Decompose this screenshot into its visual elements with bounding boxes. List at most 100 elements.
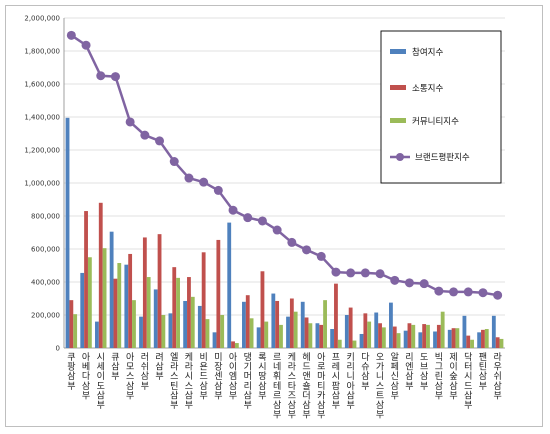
bar-소통지수 — [231, 341, 235, 348]
bar-소통지수 — [216, 239, 221, 348]
bar-커뮤니티지수 — [308, 323, 313, 348]
bar-커뮤니티지수 — [220, 315, 225, 348]
legend-label: 브랜드평판지수 — [415, 152, 470, 163]
point-브랜드평판지수 — [66, 30, 76, 40]
bar-참여지수 — [300, 301, 305, 348]
bar-소통지수 — [98, 202, 103, 348]
bar-소통지수 — [69, 300, 74, 348]
point-브랜드평판지수 — [346, 268, 356, 278]
point-브랜드평판지수 — [243, 213, 253, 223]
bar-참여지수 — [242, 301, 246, 348]
bar-커뮤니티지수 — [205, 319, 210, 348]
bar-소통지수 — [407, 323, 412, 348]
y-tick-label: 1,200,000 — [24, 147, 60, 155]
point-브랜드평판지수 — [81, 40, 91, 50]
bar-커뮤니티지수 — [455, 328, 460, 348]
bar-커뮤니티지수 — [146, 277, 151, 348]
bar-커뮤니티지수 — [87, 257, 92, 348]
bar-소통지수 — [187, 277, 191, 348]
bar-커뮤니티지수 — [337, 339, 342, 348]
bar-커뮤니티지수 — [73, 314, 78, 348]
point-브랜드평판지수 — [169, 157, 179, 167]
y-tick-label: 1,600,000 — [24, 81, 60, 89]
point-브랜드평판지수 — [360, 268, 370, 278]
point-브랜드평판지수 — [287, 237, 297, 247]
bar-참여지수 — [433, 331, 437, 348]
bar-커뮤니티지수 — [190, 296, 195, 348]
bar-커뮤니티지수 — [411, 324, 416, 348]
bar-참여지수 — [95, 321, 99, 348]
bar-커뮤니티지수 — [176, 277, 180, 348]
y-tick-label: 200,000 — [31, 312, 60, 320]
bar-참여지수 — [227, 222, 232, 348]
bar-소통지수 — [84, 211, 88, 348]
bar-참여지수 — [330, 329, 335, 348]
bar-커뮤니티지수 — [132, 300, 136, 348]
bar-커뮤니티지수 — [117, 263, 122, 348]
bar-참여지수 — [447, 329, 452, 348]
bar-참여지수 — [168, 313, 173, 348]
bar-참여지수 — [271, 293, 276, 348]
bar-소통지수 — [172, 267, 177, 348]
y-tick-label: 400,000 — [31, 279, 60, 287]
point-브랜드평판지수 — [478, 288, 488, 298]
bar-참여지수 — [109, 231, 114, 348]
point-브랜드평판지수 — [199, 177, 209, 187]
bar-소통지수 — [392, 326, 397, 348]
bar-소통지수 — [289, 298, 294, 348]
bar-커뮤니티지수 — [440, 311, 445, 348]
point-브랜드평판지수 — [449, 287, 459, 297]
bar-참여지수 — [344, 315, 349, 348]
bar-소통지수 — [157, 234, 162, 348]
bar-참여지수 — [477, 332, 482, 348]
y-tick-label: 1,800,000 — [24, 48, 60, 56]
bar-참여지수 — [80, 272, 85, 348]
bar-참여지수 — [183, 300, 188, 348]
bar-참여지수 — [139, 316, 143, 348]
bar-커뮤니티지수 — [426, 324, 430, 348]
point-브랜드평판지수 — [96, 71, 106, 81]
bar-참여지수 — [315, 323, 320, 348]
y-tick-label: 1,000,000 — [24, 180, 60, 188]
point-브랜드평판지수 — [404, 278, 414, 288]
y-tick-label: 2,000,000 — [24, 15, 60, 23]
bar-커뮤니티지수 — [264, 321, 269, 348]
point-브랜드평판지수 — [228, 205, 238, 215]
bar-소통지수 — [495, 337, 500, 348]
bar-참여지수 — [153, 289, 158, 348]
legend-label: 참여지수 — [412, 47, 443, 58]
bar-소통지수 — [451, 328, 456, 348]
bar-커뮤니티지수 — [484, 329, 489, 348]
bar-소통지수 — [363, 313, 368, 348]
bar-참여지수 — [389, 302, 393, 348]
bar-커뮤니티지수 — [470, 339, 474, 348]
bar-커뮤니티지수 — [381, 327, 386, 348]
legend-label: 소통지수 — [412, 84, 443, 94]
bar-참여지수 — [374, 312, 379, 348]
point-브랜드평판지수 — [390, 275, 400, 285]
point-브랜드평판지수 — [257, 216, 267, 226]
point-브랜드평판지수 — [140, 130, 150, 140]
point-브랜드평판지수 — [316, 251, 326, 261]
legend-swatch — [390, 85, 406, 90]
